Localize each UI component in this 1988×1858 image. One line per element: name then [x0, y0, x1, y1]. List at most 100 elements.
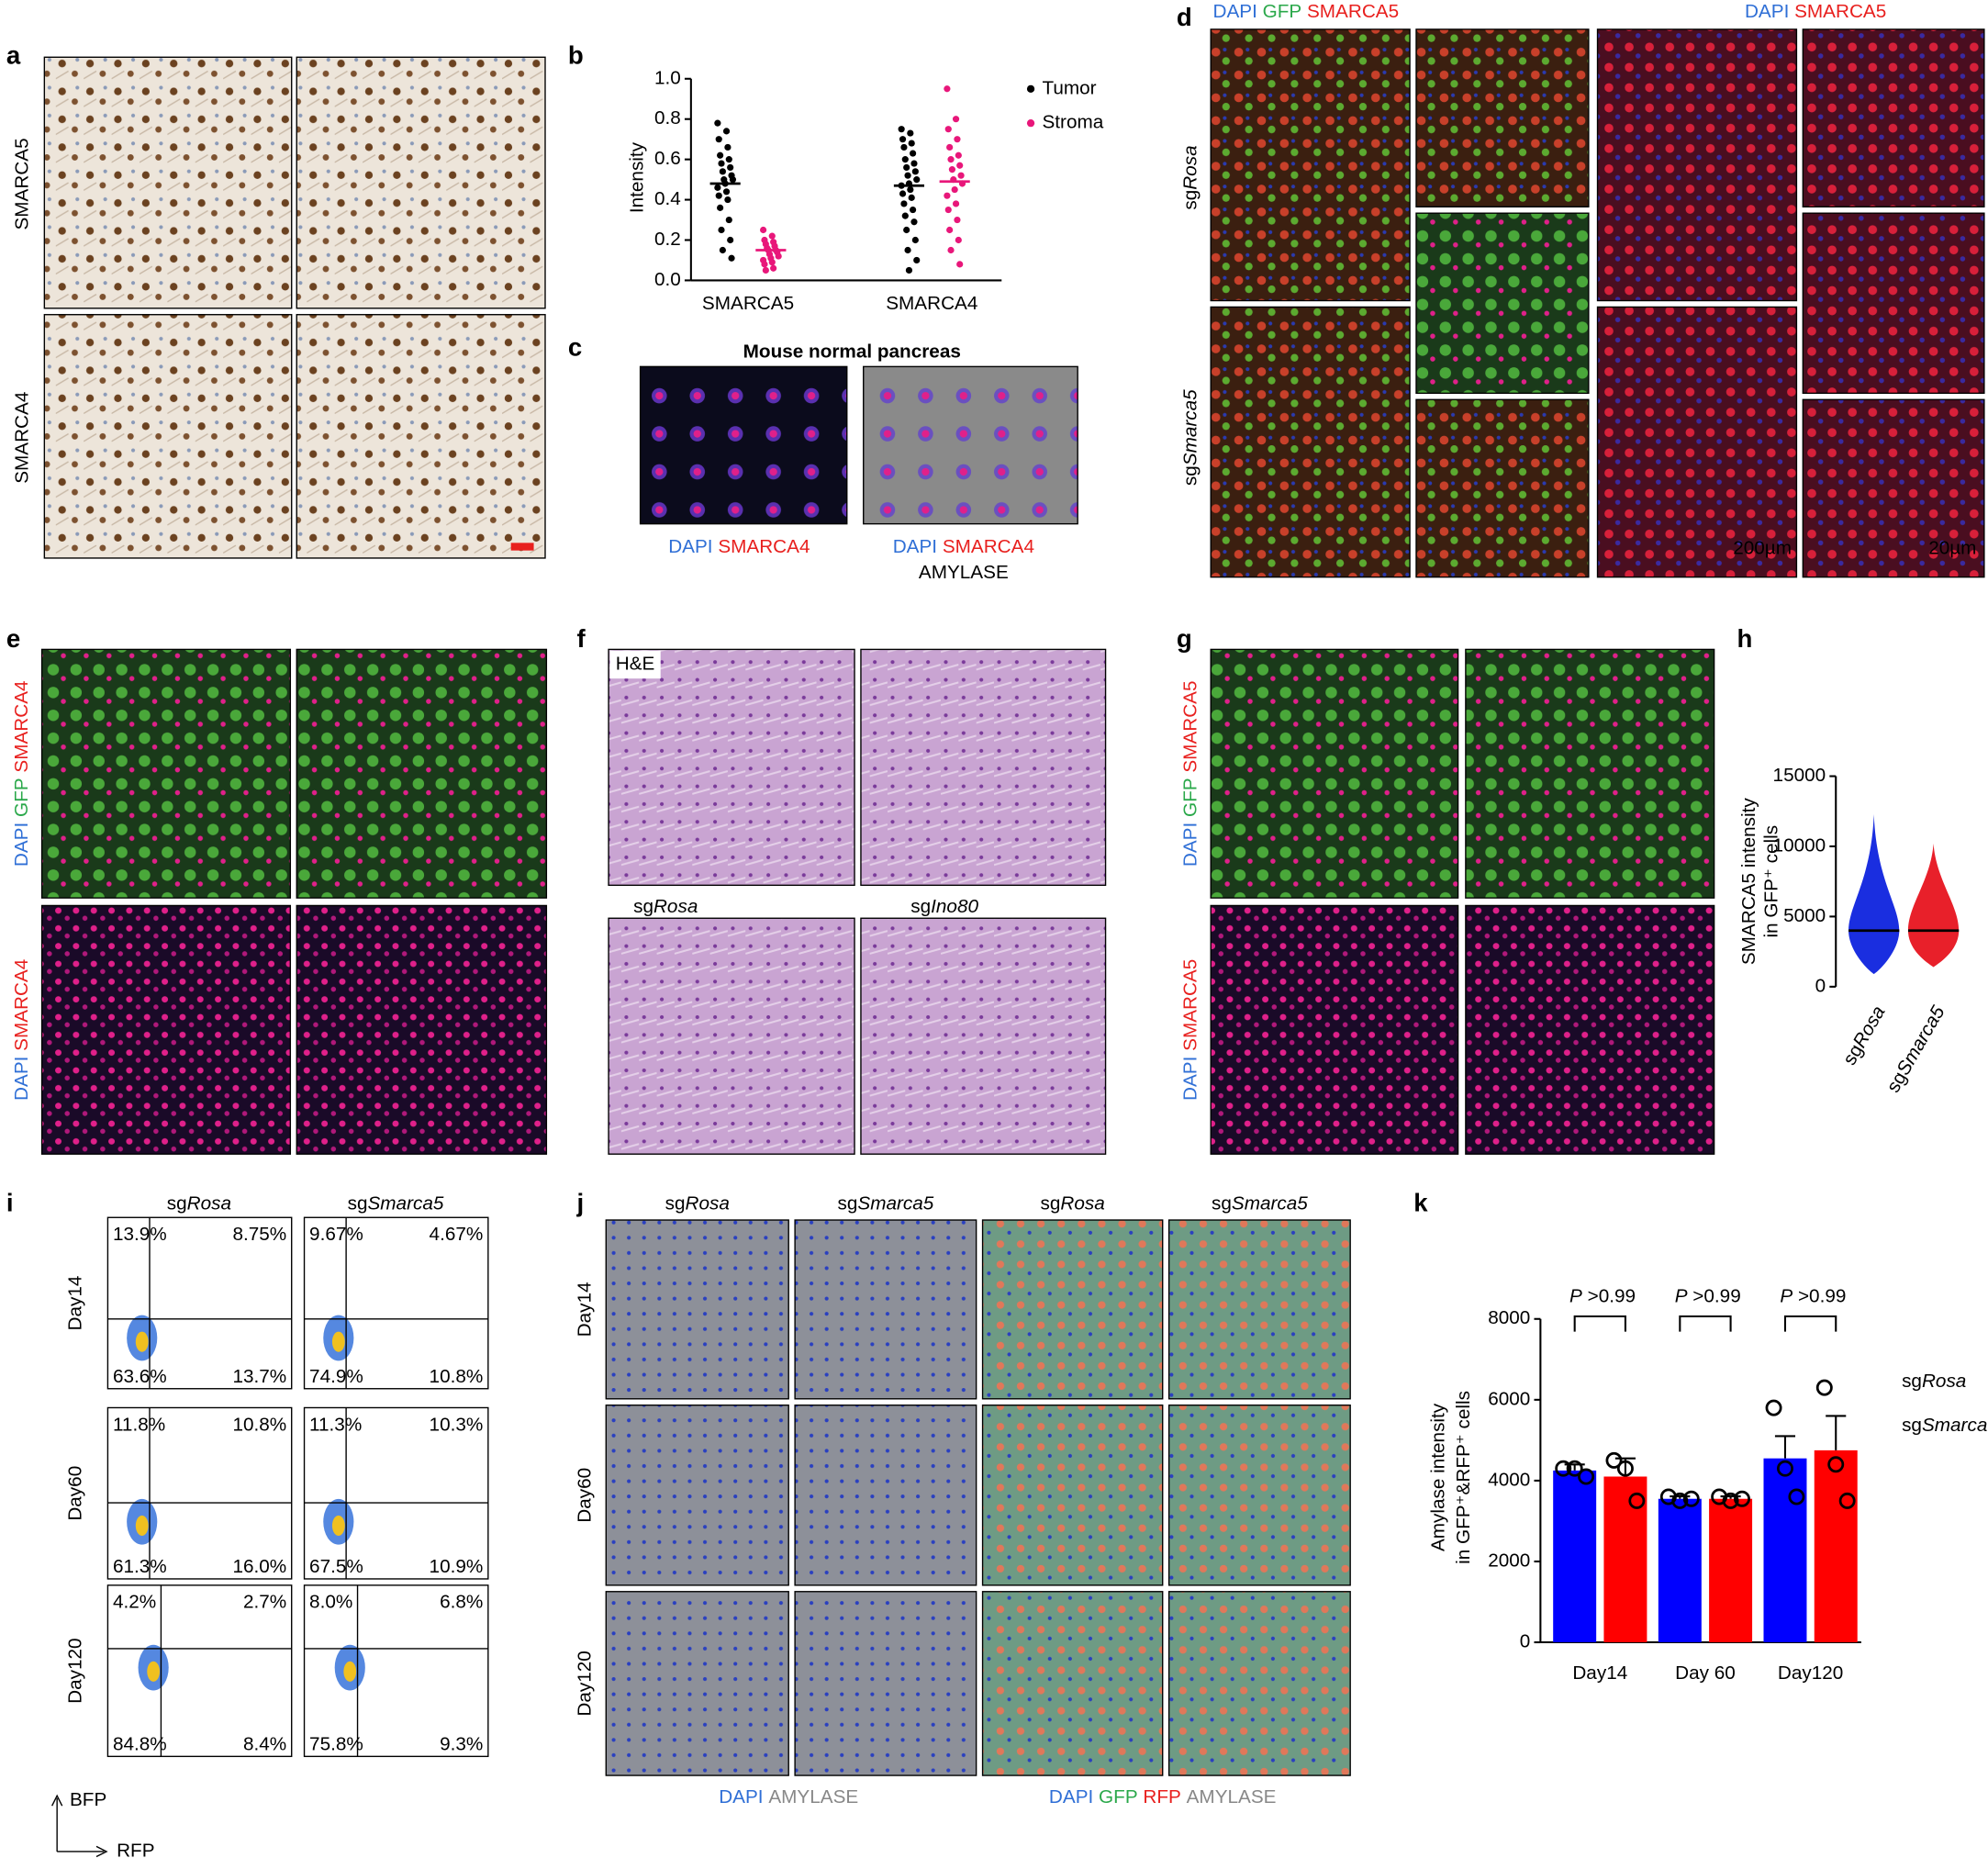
data-point [911, 236, 919, 244]
label: sgSmarca5 [348, 1193, 444, 1214]
x-tick-label: SMARCA4 [886, 293, 977, 314]
data-point [954, 136, 961, 143]
micrograph [1465, 648, 1715, 899]
data-point [901, 156, 909, 163]
quadrant-percent: 84.8% [113, 1733, 167, 1754]
violin [1848, 813, 1900, 975]
micrograph [1210, 306, 1411, 578]
stain-word: GFP [1099, 1786, 1138, 1808]
bar [1603, 1476, 1647, 1643]
data-point [719, 246, 726, 254]
panel-letter: h [1737, 624, 1752, 653]
flow-core [135, 1331, 149, 1352]
micrograph [43, 314, 293, 559]
micrograph [981, 1405, 1164, 1586]
data-point [910, 160, 918, 167]
stain-word: DAPI [1180, 823, 1201, 867]
x-tick-label: Day120 [1778, 1662, 1843, 1684]
data-point [1578, 1468, 1595, 1485]
data-point [955, 236, 962, 244]
panel-letter: f [577, 624, 586, 653]
legend-marker [1026, 84, 1035, 93]
data-point [718, 226, 725, 234]
quadrant-percent: 10.3% [430, 1414, 484, 1435]
flow-core [343, 1661, 357, 1682]
data-point [946, 226, 954, 234]
data-point [1734, 1490, 1750, 1507]
data-point [1605, 1451, 1623, 1469]
y-tick-label: 0 [1520, 1630, 1531, 1651]
data-point [952, 200, 960, 207]
stain-label: DAPI GFP SMARCA5 [1180, 680, 1201, 867]
flow-core [147, 1661, 161, 1682]
data-point [910, 218, 918, 226]
micrograph [1210, 648, 1459, 899]
quadrant-percent: 11.8% [113, 1414, 165, 1435]
micrograph [605, 1591, 789, 1776]
data-point [718, 160, 725, 167]
data-point [727, 163, 734, 172]
micrograph [608, 648, 855, 887]
label: Day14 [575, 1282, 596, 1337]
data-point [719, 168, 726, 175]
panel-letter: d [1177, 3, 1192, 31]
x-tick-label: Day 60 [1675, 1662, 1736, 1684]
micrograph [296, 648, 548, 899]
quadrant-percent: 6.8% [440, 1592, 483, 1613]
y-tick-label: 4000 [1488, 1469, 1530, 1490]
data-point [724, 196, 732, 204]
flow-core [331, 1515, 345, 1536]
data-point [900, 200, 908, 207]
data-point [899, 136, 907, 143]
panel-letter: i [6, 1189, 14, 1217]
legend-label: Stroma [1042, 112, 1103, 133]
stain-word: DAPI [1745, 1, 1789, 22]
data-point [898, 126, 905, 133]
bar [1763, 1458, 1807, 1643]
micrograph [605, 1219, 789, 1400]
data-point [1555, 1460, 1572, 1477]
quadrant-percent: 9.3% [440, 1733, 483, 1754]
data-point [957, 172, 965, 179]
quadrant-percent: 74.9% [309, 1366, 363, 1387]
label: Day14 [64, 1276, 85, 1331]
legend-label: Tumor [1042, 77, 1096, 98]
quadrant-percent: 2.7% [243, 1592, 286, 1613]
data-point [910, 150, 917, 157]
label: sgSmarca5 [1212, 1193, 1308, 1214]
data-point [952, 116, 960, 123]
data-point [1682, 1490, 1700, 1507]
data-point [727, 236, 734, 244]
data-point [904, 172, 911, 179]
data-point [944, 206, 952, 214]
quadrant-percent: 75.8% [309, 1733, 363, 1754]
stain-word: DAPI [893, 536, 937, 557]
legend-label: sgRosa [1902, 1371, 1966, 1392]
flow-plot [106, 1216, 293, 1390]
data-point [944, 126, 952, 133]
data-point [722, 188, 731, 196]
data-point [722, 128, 731, 135]
error-bar [1826, 1415, 1847, 1450]
quadrant-percent: 10.8% [232, 1414, 286, 1435]
panel-letter: c [568, 332, 582, 361]
data-point [947, 246, 955, 254]
micrograph [40, 648, 292, 899]
label: sgRosa [167, 1193, 231, 1214]
micrograph [1596, 306, 1798, 578]
y-tick-label: 10000 [1773, 834, 1826, 856]
violin [1907, 843, 1960, 968]
quadrant-percent: 4.2% [113, 1592, 156, 1613]
data-point [911, 168, 919, 175]
flow-plot [106, 1406, 293, 1580]
y-tick-label: 2000 [1488, 1550, 1530, 1571]
y-tick-label: 0.0 [654, 269, 681, 290]
quadrant-percent: 11.3% [309, 1414, 362, 1435]
x-tick-label: sgSmarca5 [1883, 1002, 1950, 1097]
axis-arrow [51, 1794, 108, 1858]
y-tick-label: 8000 [1488, 1307, 1530, 1328]
micrograph [1596, 28, 1798, 302]
label: 200µm [1733, 538, 1792, 559]
stain-word: RFP [1143, 1786, 1180, 1808]
